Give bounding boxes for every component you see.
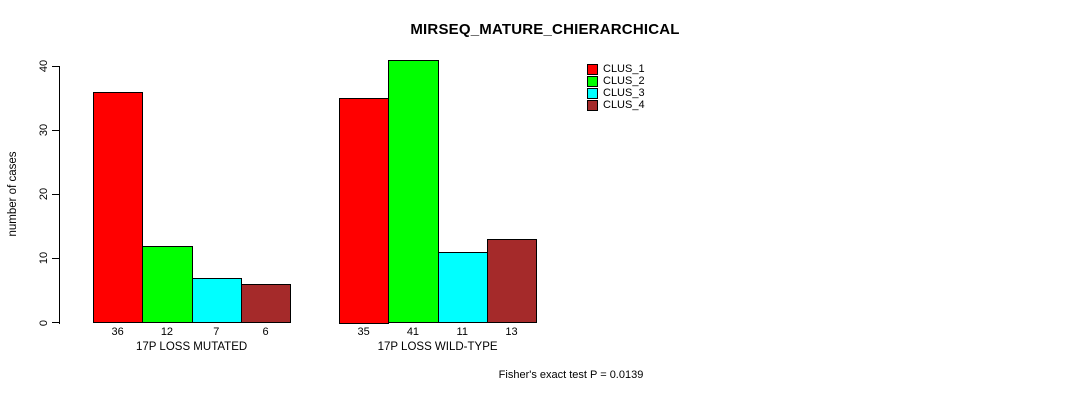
legend-label: CLUS_1 <box>603 63 645 75</box>
legend-swatch-clus_2 <box>587 75 598 87</box>
bar-value-label: 11 <box>456 326 468 338</box>
y-tick-label: 40 <box>38 59 50 73</box>
group-label: 17P LOSS MUTATED <box>135 341 248 353</box>
group-label: 17P LOSS WILD-TYPE <box>377 341 498 353</box>
stat-test-annotation: Fisher's exact test P = 0.0139 <box>498 369 644 381</box>
y-axis-label: number of cases <box>7 151 19 237</box>
y-axis-line <box>59 66 60 324</box>
chart-title: MIRSEQ_MATURE_CHIERARCHICAL <box>410 21 680 38</box>
y-tick-label: 20 <box>38 188 50 201</box>
bar-value-label: 12 <box>160 326 174 338</box>
bar-clus_3-group1 <box>191 277 242 324</box>
y-tick <box>52 257 59 259</box>
y-tick <box>52 65 59 67</box>
legend-row: CLUS_4 <box>587 99 645 111</box>
bar-value-label: 6 <box>262 326 269 338</box>
bar-clus_4-group2 <box>486 239 538 324</box>
legend-swatch-clus_4 <box>587 99 598 111</box>
legend-swatch-clus_1 <box>587 63 598 75</box>
bar-value-label: 36 <box>111 326 124 338</box>
legend-label: CLUS_4 <box>603 99 645 111</box>
bar-value-label: 13 <box>505 326 518 338</box>
y-tick <box>52 193 59 195</box>
bar-value-label: 7 <box>213 326 220 338</box>
bar-clus_4-group1 <box>240 284 292 324</box>
bar-clus_2-group1 <box>142 245 193 324</box>
legend-row: CLUS_3 <box>587 87 645 99</box>
legend-label: CLUS_2 <box>603 75 645 87</box>
y-tick <box>52 322 59 323</box>
legend-label: CLUS_3 <box>603 87 645 99</box>
legend: CLUS_1 CLUS_2 CLUS_3 CLUS_4 <box>587 63 645 111</box>
legend-swatch-clus_3 <box>587 87 598 99</box>
legend-row: CLUS_1 <box>587 63 645 75</box>
bar-clus_1-group2 <box>339 98 390 324</box>
y-tick-label: 10 <box>38 252 50 265</box>
bar-clus_3-group2 <box>437 251 488 324</box>
bar-clus_1-group1 <box>93 91 144 324</box>
bar-clus_2-group2 <box>388 59 439 324</box>
y-tick-label: 0 <box>38 319 50 326</box>
y-tick <box>52 129 59 131</box>
y-tick-label: 30 <box>38 124 50 137</box>
legend-row: CLUS_2 <box>587 75 645 87</box>
bar-value-label: 35 <box>357 326 370 338</box>
bar-value-label: 41 <box>406 326 420 338</box>
